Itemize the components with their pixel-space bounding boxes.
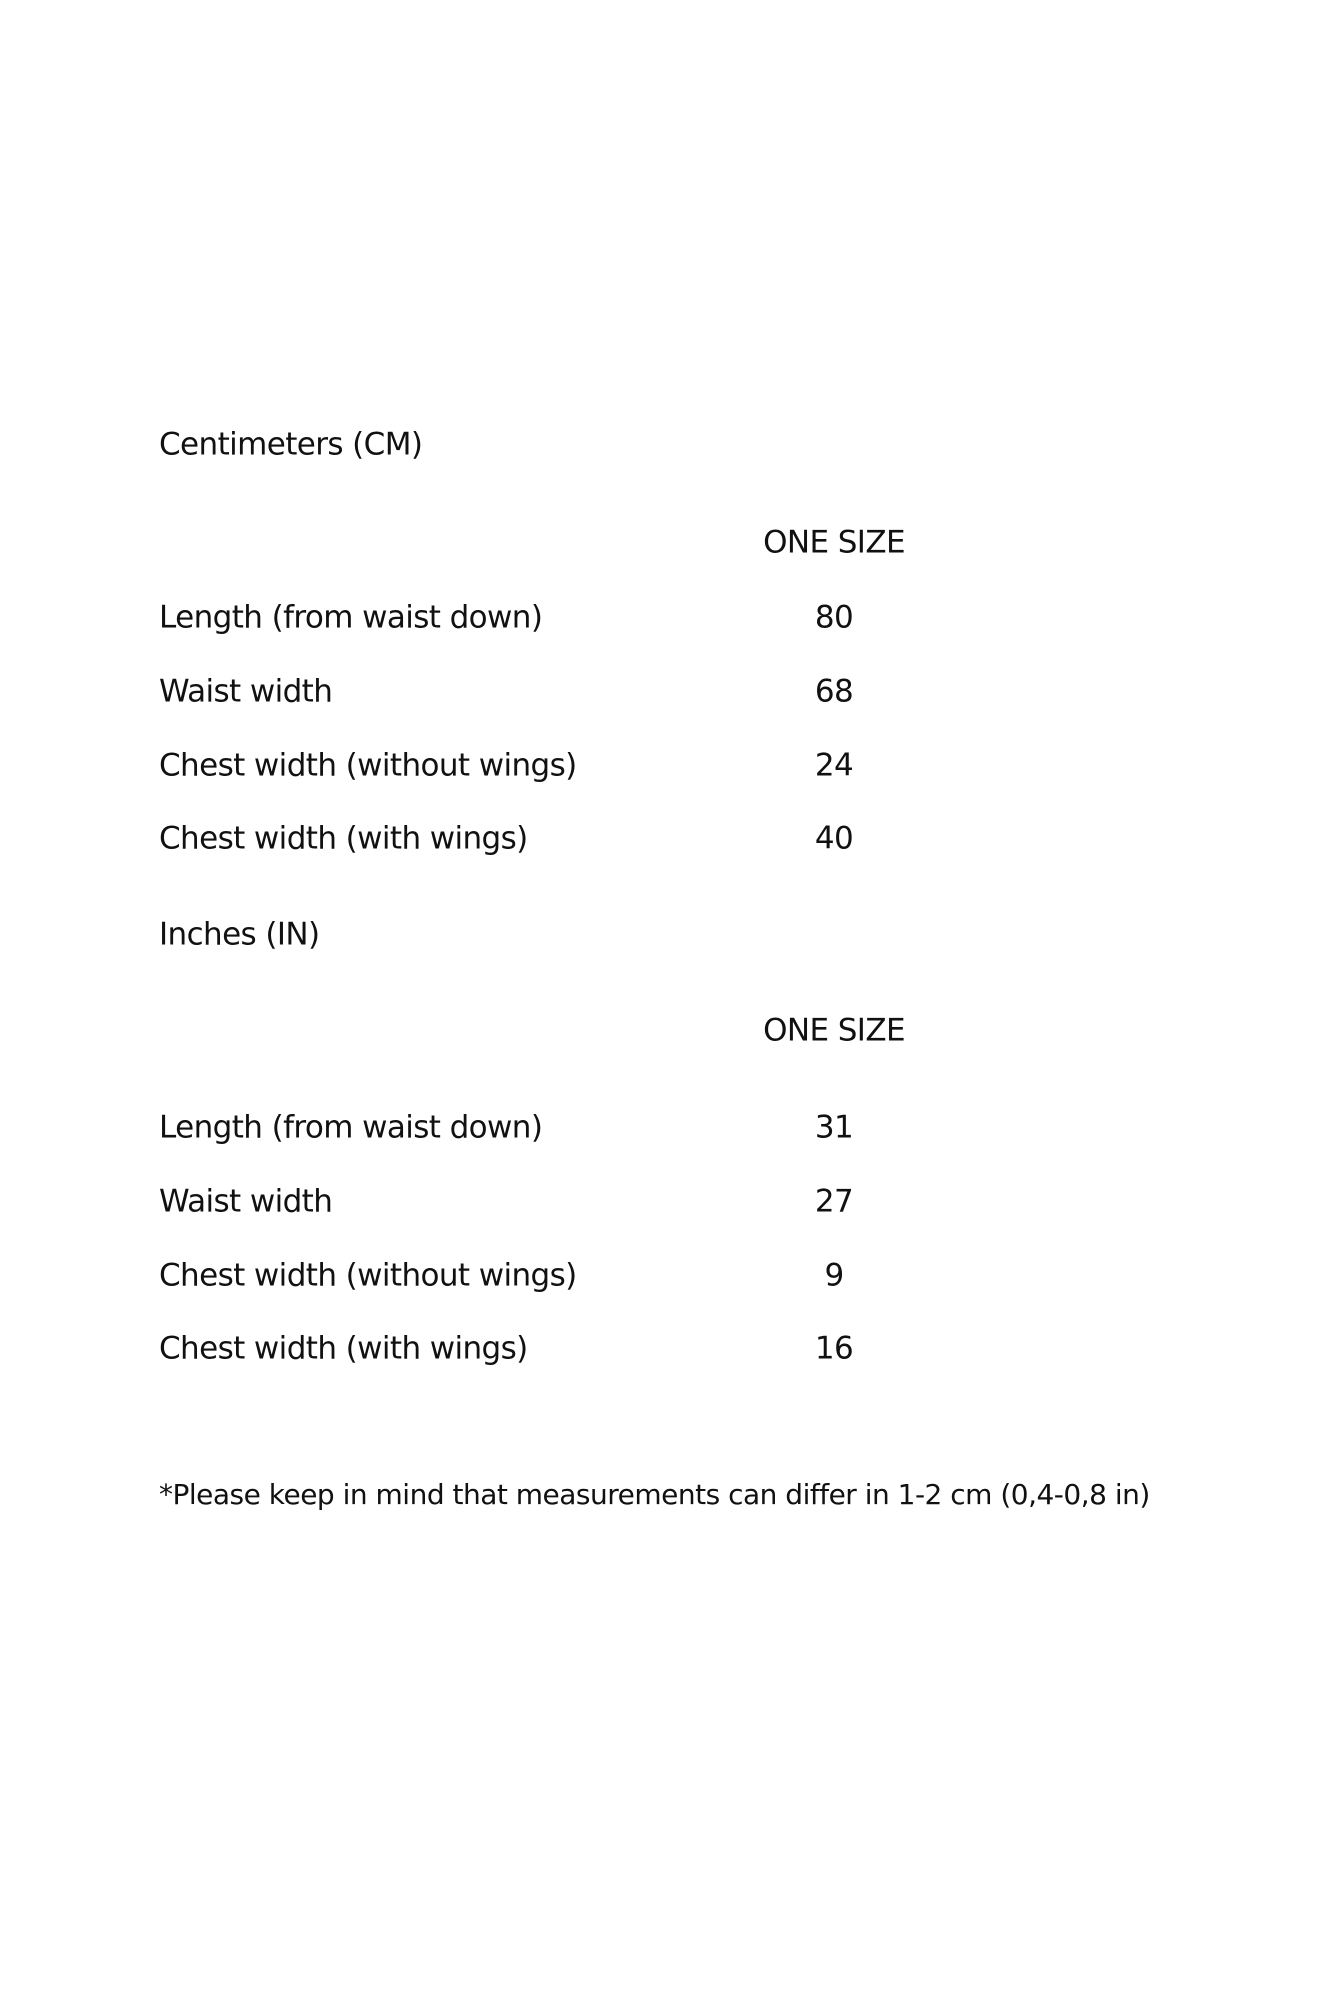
cm-row-value: 80 [814, 599, 854, 636]
cm-column-header: ONE SIZE [763, 524, 905, 561]
in-row-value: 31 [814, 1109, 854, 1146]
in-row-label: Length (from waist down) [159, 1109, 543, 1146]
cm-row-label: Length (from waist down) [159, 599, 543, 636]
cm-row-label: Chest width (without wings) [159, 747, 577, 784]
in-row-label: Waist width [159, 1183, 333, 1220]
cm-row-value: 68 [814, 673, 854, 710]
cm-row-label: Chest width (with wings) [159, 820, 528, 857]
in-row-value: 27 [814, 1183, 854, 1220]
in-heading: Inches (IN) [159, 916, 320, 953]
cm-row-value: 24 [814, 747, 854, 784]
in-row-value: 9 [824, 1257, 844, 1294]
in-row-label: Chest width (without wings) [159, 1257, 577, 1294]
in-row-label: Chest width (with wings) [159, 1330, 528, 1367]
measurement-note: *Please keep in mind that measurements c… [159, 1478, 1150, 1511]
cm-row-value: 40 [814, 820, 854, 857]
cm-heading: Centimeters (CM) [159, 426, 423, 463]
cm-row-label: Waist width [159, 673, 333, 710]
in-column-header: ONE SIZE [763, 1012, 905, 1049]
in-row-value: 16 [814, 1330, 854, 1367]
